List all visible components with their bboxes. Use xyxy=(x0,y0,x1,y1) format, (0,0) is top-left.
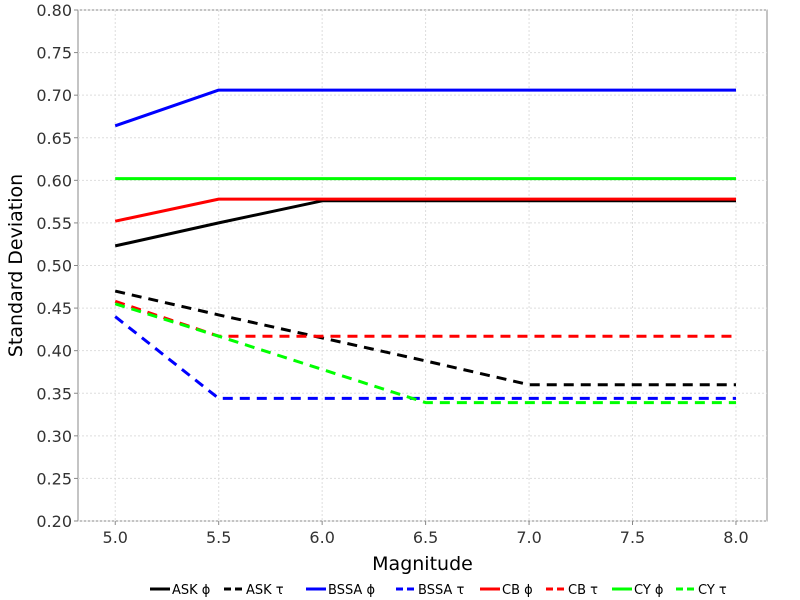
series-line xyxy=(114,199,736,248)
legend-label: CB ϕ xyxy=(502,583,533,598)
legend-label: CY ϕ xyxy=(634,583,664,598)
y-tick-label: 0.60 xyxy=(36,171,72,190)
y-tick-label: 0.30 xyxy=(36,427,72,446)
legend: ASK ϕ ASK τ BSSA ϕ BSSA τ CB ϕ CB τ CY ϕ CY τ xyxy=(150,583,727,598)
x-tick-label: 8.0 xyxy=(723,528,748,547)
x-tick-label: 7.5 xyxy=(620,528,645,547)
y-axis-title: Standard Deviation xyxy=(5,174,27,357)
legend-label: BSSA ϕ xyxy=(328,583,375,598)
x-tick-label: 7.0 xyxy=(516,528,541,547)
y-tick-label: 0.55 xyxy=(36,214,72,233)
legend-label: CB τ xyxy=(568,583,598,598)
y-tick-label: 0.25 xyxy=(36,469,72,488)
x-axis-title: Magnitude xyxy=(372,553,473,575)
x-tick-label: 5.0 xyxy=(103,528,128,547)
x-tick-label: 6.5 xyxy=(413,528,438,547)
y-tick-label: 0.65 xyxy=(36,129,72,148)
series-line xyxy=(114,315,736,400)
legend-label: ASK ϕ xyxy=(172,583,210,598)
y-tick-label: 0.35 xyxy=(36,384,72,403)
series-line xyxy=(114,302,736,405)
x-tick-label: 5.5 xyxy=(206,528,231,547)
x-tick-label: 6.0 xyxy=(309,528,334,547)
y-tick-label: 0.75 xyxy=(36,44,72,63)
series-line xyxy=(114,289,736,387)
y-tick-label: 0.20 xyxy=(36,512,72,531)
series-line xyxy=(114,88,736,128)
y-axis-ticks: 0.20 0.25 0.30 0.35 0.40 0.45 0.50 0.55 0.60 0.65… xyxy=(36,1,78,531)
legend-label: BSSA τ xyxy=(418,583,464,598)
x-axis-ticks: 5.0 5.5 6.0 6.5 7.0 7.5 8.0 xyxy=(103,521,749,547)
y-tick-label: 0.80 xyxy=(36,1,72,20)
series-lines xyxy=(114,88,736,405)
legend-label: ASK τ xyxy=(246,583,284,598)
series-line xyxy=(114,197,736,223)
legend-label: CY τ xyxy=(698,583,727,598)
y-tick-label: 0.45 xyxy=(36,299,72,318)
y-tick-label: 0.50 xyxy=(36,257,72,276)
y-tick-label: 0.40 xyxy=(36,342,72,361)
grid-lines xyxy=(78,9,767,522)
y-tick-label: 0.70 xyxy=(36,86,72,105)
